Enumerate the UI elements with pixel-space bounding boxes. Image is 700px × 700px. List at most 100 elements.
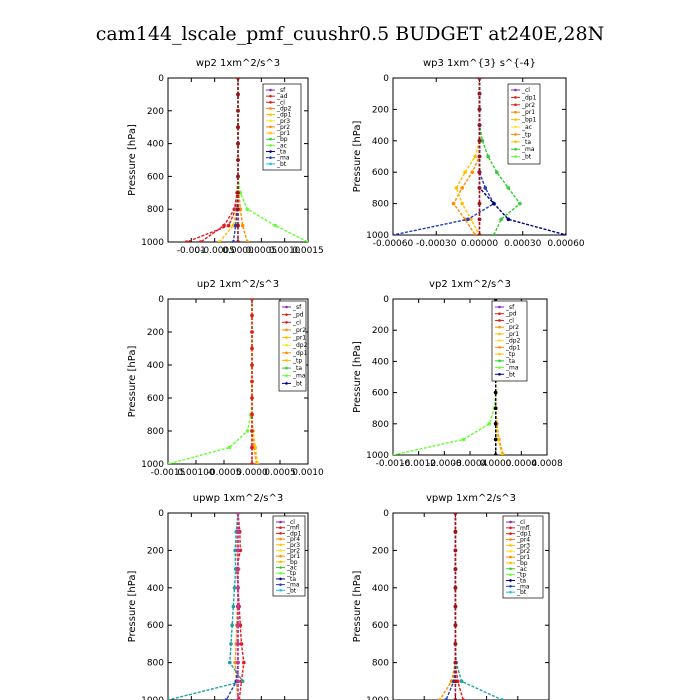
- legend-label: _mfl: [516, 525, 530, 532]
- y-tick-label: 600: [372, 168, 389, 178]
- legend-label: _ma: [286, 582, 300, 589]
- data-point: [393, 233, 395, 235]
- legend-marker: [279, 583, 282, 586]
- data-point: [459, 679, 464, 684]
- legend-marker: [509, 549, 512, 553]
- legend-marker: [498, 332, 501, 336]
- data-point: [477, 107, 482, 112]
- legend-marker: [509, 590, 512, 594]
- x-tick-label: 0.0015: [292, 246, 324, 256]
- y-tick-label: 1000: [366, 696, 389, 700]
- data-point: [499, 217, 503, 222]
- legend-label: _dp1: [292, 350, 308, 357]
- plot-frame: [167, 298, 309, 465]
- data-point: [473, 154, 477, 159]
- y-tick-label: 800: [372, 659, 389, 669]
- legend-marker: [514, 125, 517, 129]
- data-point: [273, 223, 278, 228]
- x-tick-label: 0.0008: [531, 459, 563, 469]
- panel-title: vpwp 1xm^2/s^3: [426, 493, 516, 504]
- legend-marker: [269, 125, 272, 129]
- x-tick-label: 0.0000: [236, 468, 268, 478]
- data-point: [454, 186, 459, 190]
- legend-marker: [509, 561, 512, 565]
- legend-label: _bp: [276, 136, 288, 143]
- legend-label: _pr2: [505, 324, 519, 331]
- data-point: [506, 186, 511, 190]
- legend-label: _ta: [516, 577, 526, 584]
- legend-marker: [509, 538, 512, 541]
- legend-label: _tp: [521, 131, 531, 138]
- legend-marker: [514, 118, 517, 121]
- panel-upwp: upwp 1xm^2/s^302004006008001000-0.00012-…: [127, 493, 309, 700]
- legend-marker: [279, 554, 282, 558]
- data-point: [236, 642, 240, 646]
- x-tick-label: 0.00030: [504, 239, 541, 249]
- data-point: [236, 191, 240, 195]
- legend-label: _dp1: [286, 530, 302, 537]
- data-point: [492, 201, 496, 206]
- legend-label: _ac: [521, 124, 532, 131]
- legend-marker: [285, 320, 288, 324]
- y-axis-label: Pressure [hPa]: [352, 341, 363, 413]
- legend-label: _pr1: [505, 331, 519, 338]
- series-group: [168, 299, 260, 464]
- data-point: [487, 422, 492, 426]
- data-point: [236, 158, 240, 162]
- y-tick-label: 600: [147, 621, 164, 631]
- x-tick-label: 0-0.0005: [194, 246, 234, 256]
- y-tick-label: 0: [158, 295, 164, 305]
- data-point: [493, 406, 498, 411]
- legend-label: _cl: [505, 317, 514, 324]
- legend-label: _pd: [505, 311, 517, 318]
- legend-label: _sf: [292, 304, 302, 311]
- x-tick-label: 0.00100: [177, 468, 214, 478]
- legend-label: _ma: [505, 365, 519, 372]
- data-point: [236, 109, 240, 113]
- legend-label: _cl: [516, 519, 525, 526]
- data-point: [460, 201, 465, 206]
- legend-marker: [279, 526, 282, 529]
- legend-label: _ma: [292, 373, 306, 380]
- legend-marker: [269, 88, 272, 92]
- y-tick-label: 600: [372, 389, 389, 399]
- legend-label: _ac: [516, 566, 527, 573]
- data-point: [500, 453, 504, 455]
- legend-label: _pr3: [516, 542, 530, 549]
- series-line-dp1: [454, 513, 464, 700]
- data-point: [306, 240, 308, 242]
- legend-marker: [509, 567, 512, 571]
- y-tick-label: 800: [147, 205, 164, 215]
- data-point: [483, 186, 488, 190]
- data-point: [253, 445, 258, 450]
- data-point: [493, 390, 498, 395]
- legend-label: _pr3: [276, 118, 290, 125]
- x-tick-label: -0.0015: [151, 468, 186, 478]
- legend-label: _ta: [276, 149, 286, 156]
- legend-label: _ma: [516, 583, 530, 590]
- y-tick-label: 0: [158, 509, 164, 519]
- legend-marker: [269, 137, 272, 141]
- legend-label: _dp1: [276, 112, 292, 119]
- data-point: [228, 660, 232, 665]
- legend-label: _tp: [286, 570, 296, 577]
- data-point: [198, 240, 203, 242]
- data-point: [477, 170, 482, 174]
- series-line-bp1: [478, 78, 521, 235]
- data-point: [453, 604, 458, 609]
- data-point: [236, 586, 240, 590]
- data-point: [460, 186, 465, 190]
- plot-frame: [392, 512, 550, 700]
- legend-marker: [279, 549, 282, 552]
- data-point: [222, 223, 226, 228]
- legend-marker: [498, 312, 501, 316]
- data-point: [236, 223, 240, 228]
- y-tick-label: 600: [147, 394, 164, 404]
- data-point: [492, 233, 496, 235]
- y-tick-label: 1000: [366, 231, 389, 241]
- legend-marker: [279, 571, 282, 575]
- data-point: [477, 201, 482, 206]
- y-tick-label: 600: [147, 172, 164, 182]
- data-point: [233, 660, 237, 665]
- data-point: [250, 379, 254, 384]
